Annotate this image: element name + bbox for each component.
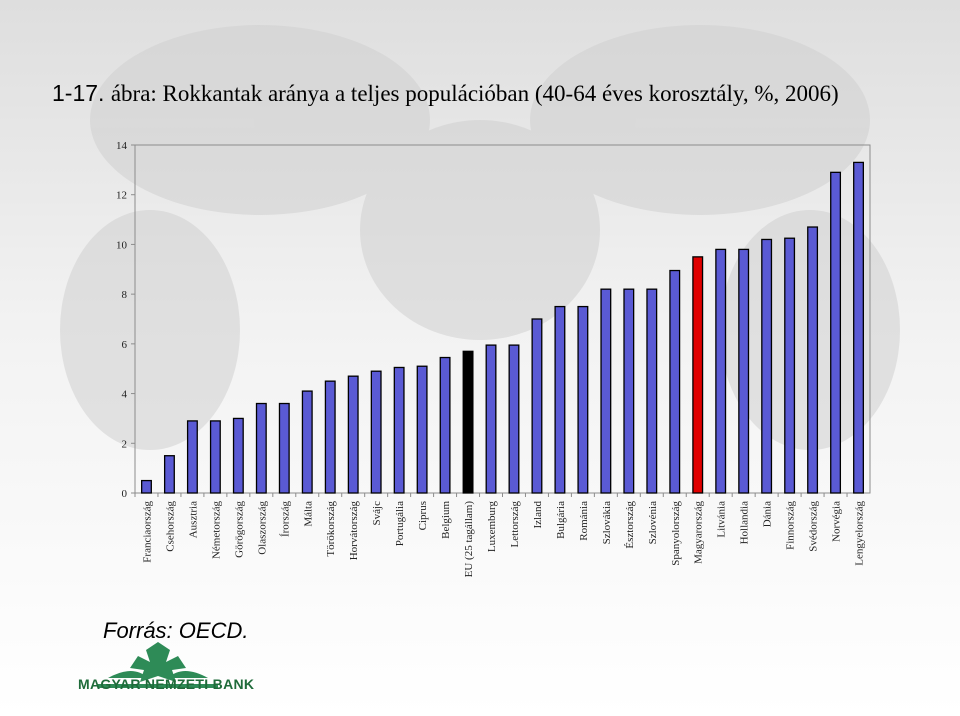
bar: [554, 305, 566, 494]
x-tick-label: Szlovénia: [647, 501, 659, 544]
bar: [186, 420, 198, 494]
y-tick-label: 14: [116, 140, 128, 152]
x-tick-label: Ciprus: [417, 501, 429, 530]
bar: [853, 161, 864, 494]
source-note: Forrás: OECD.: [103, 618, 249, 643]
x-tick-label: Belgium: [440, 501, 452, 539]
x-tick-label: Svájc: [371, 501, 383, 526]
eagle-crest-icon: [98, 642, 218, 688]
x-tick-label: Németország: [210, 501, 222, 560]
x-tick-label: Dánia: [762, 501, 774, 527]
x-tick-label: Franciaország: [141, 501, 153, 563]
bar: [278, 402, 290, 494]
bar: [600, 288, 612, 494]
plot-area: [134, 144, 871, 494]
bar: [531, 318, 543, 494]
x-tick-label: Lettország: [509, 501, 521, 548]
x-tick-label: Litvánia: [716, 501, 728, 538]
x-tick-label: Horvátország: [348, 501, 360, 561]
x-tick-label: Izland: [532, 501, 544, 529]
bar: [508, 344, 520, 494]
x-tick-label: Norvégia: [831, 501, 843, 542]
y-tick-label: 4: [122, 389, 128, 401]
logo-text: MAGYAR NEMZETI BANK: [78, 676, 255, 692]
x-tick-label: Svédország: [808, 501, 820, 552]
bar: [416, 365, 428, 494]
bar: [830, 171, 842, 494]
x-tick-label: Románia: [578, 501, 590, 541]
x-tick-label: Luxemburg: [486, 501, 498, 553]
x-tick-label: Lengyelország: [854, 501, 866, 566]
bar: [623, 288, 635, 494]
bar: [577, 305, 589, 494]
bar: [761, 238, 773, 494]
x-tick-label: Szlovákia: [601, 501, 613, 544]
bar: [370, 370, 382, 494]
y-tick-label: 2: [122, 438, 128, 450]
bar: [324, 380, 336, 494]
y-tick-label: 10: [116, 239, 128, 251]
y-tick-label: 12: [116, 190, 127, 202]
bar: [646, 288, 658, 494]
bar: [347, 375, 359, 494]
x-tick-label: Málta: [302, 501, 314, 527]
x-tick-label: Olaszország: [256, 501, 268, 555]
x-tick-label: Csehország: [164, 501, 176, 552]
bar: [255, 402, 267, 494]
x-tick-label: Spanyolország: [670, 501, 682, 566]
x-tick-label: EU (25 tagállam): [463, 501, 475, 578]
x-tick-label: Görögország: [233, 501, 245, 558]
bar: [393, 366, 405, 494]
bar: [485, 344, 497, 494]
x-tick-label: Hollandia: [739, 501, 751, 544]
bar: [209, 420, 221, 494]
x-tick-label: Bulgária: [555, 501, 567, 539]
chart-title-text: ábra: Rokkantak aránya a teljes populáci…: [110, 81, 839, 106]
bar: [141, 479, 152, 494]
bar: [692, 256, 704, 494]
bar: [232, 417, 244, 494]
y-tick-label: 8: [122, 289, 128, 301]
bar: [784, 237, 796, 494]
chart-title: 1-17. ábra: Rokkantak aránya a teljes po…: [52, 80, 952, 107]
bar: [163, 455, 175, 494]
x-tick-label: Portugália: [394, 501, 406, 546]
bar: [301, 390, 313, 494]
y-tick-label: 0: [122, 488, 128, 500]
y-tick-label: 6: [122, 339, 128, 351]
x-tick-label: Észtország: [624, 501, 636, 549]
bar: [669, 269, 681, 494]
chart-title-number: 1-17.: [52, 80, 105, 106]
x-tick-label: Ausztria: [187, 501, 199, 538]
bar: [738, 248, 750, 494]
x-tick-label: Írország: [279, 501, 291, 538]
x-tick-label: Finnország: [785, 501, 797, 550]
x-tick-label: Magyarország: [693, 501, 705, 564]
bar: [715, 248, 727, 494]
x-tick-label: Törökország: [325, 501, 337, 557]
bar: [439, 356, 451, 494]
bar: [807, 226, 819, 494]
bar: [462, 350, 474, 494]
